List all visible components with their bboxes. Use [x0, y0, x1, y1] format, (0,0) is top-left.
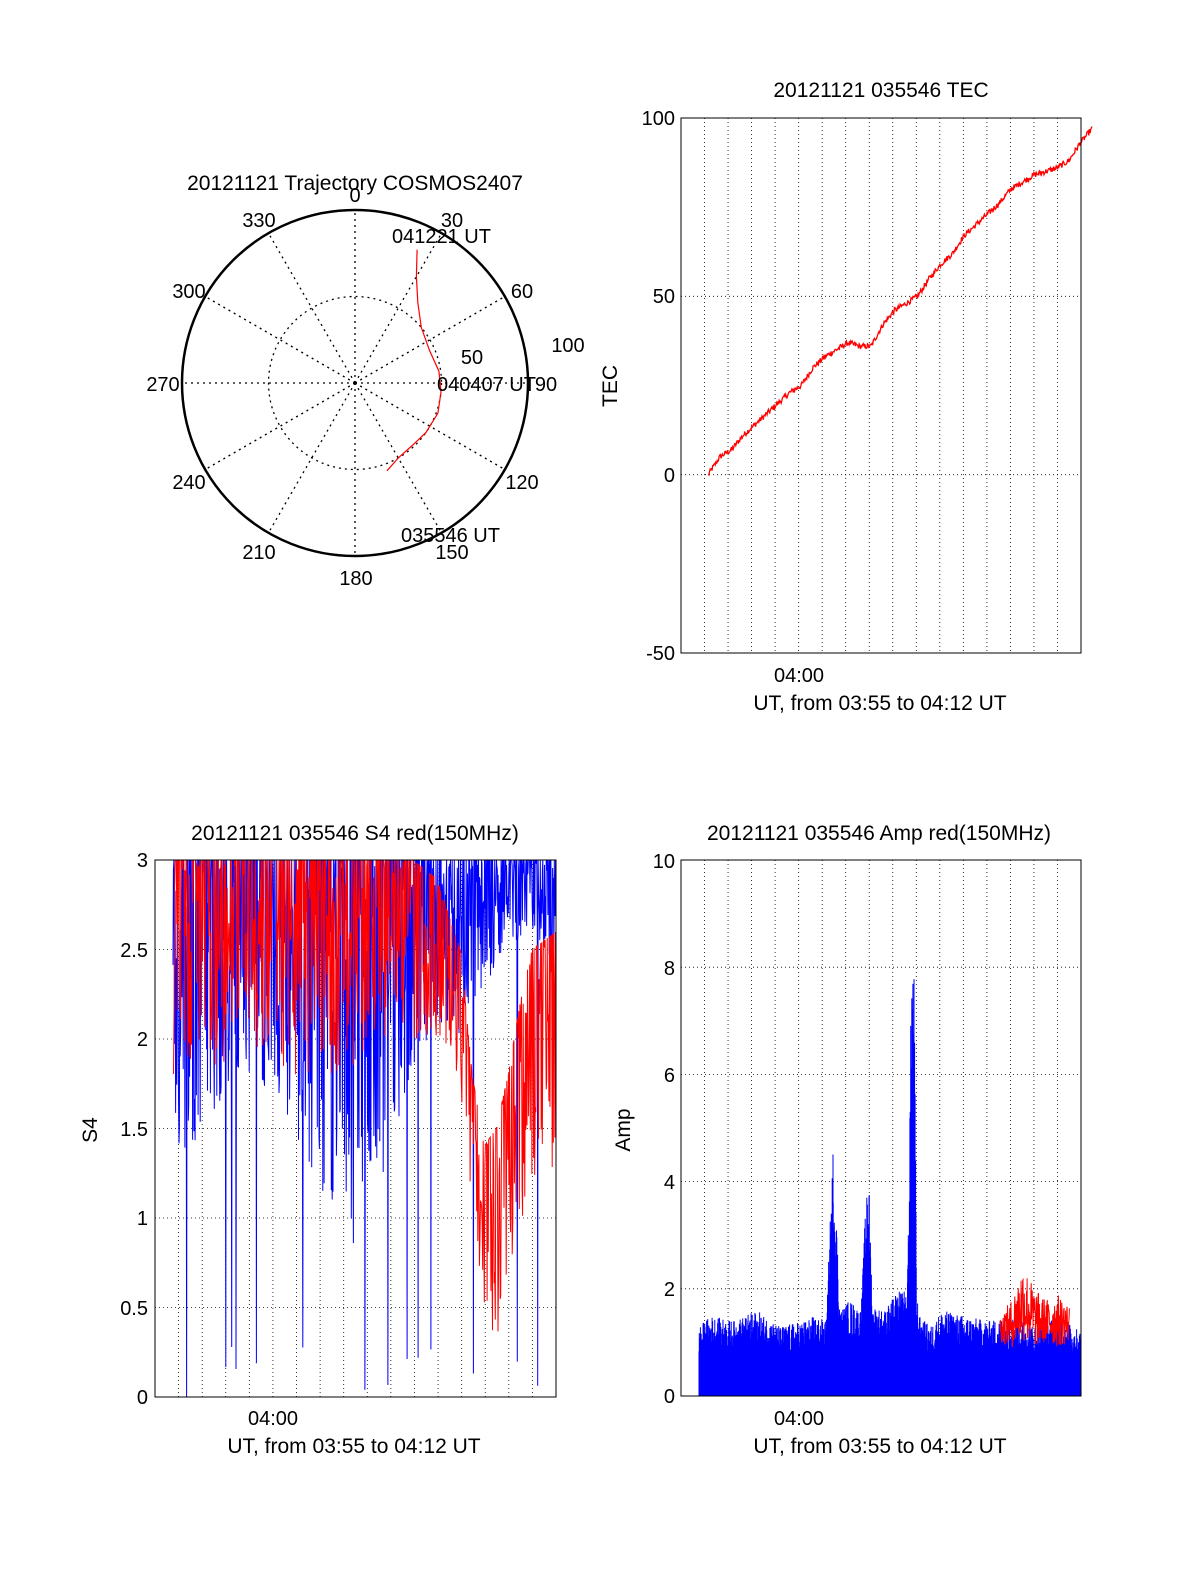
s4-ytick-0: 0 — [137, 1387, 148, 1409]
tec-xtick-0400: 04:00 — [774, 665, 824, 687]
amp-ytick-10: 10 — [653, 851, 675, 873]
tec-title: 20121121 035546 TEC — [773, 79, 988, 102]
azimuth-label-120: 120 — [505, 472, 538, 494]
azimuth-label-270: 270 — [146, 374, 179, 396]
amp-title: 20121121 035546 Amp red(150MHz) — [707, 822, 1051, 845]
s4-plot-frame — [154, 859, 557, 1398]
amp-grid — [681, 860, 1081, 1396]
amp-xtick-0400: 04:00 — [774, 1408, 824, 1430]
amp-ytick-4: 4 — [664, 1172, 675, 1194]
amp-ytick-8: 8 — [664, 958, 675, 980]
s4-ytick-1.5: 1.5 — [120, 1119, 148, 1141]
polar-grid — [182, 210, 528, 556]
polar-spoke — [204, 382, 356, 471]
annotation-end-time: 041221 UT — [392, 226, 491, 248]
polar-spoke — [354, 232, 443, 384]
tec-ytick-neg50: -50 — [646, 643, 675, 665]
polar-spoke — [354, 382, 506, 471]
annotation-mid-time: 040407 UT — [437, 374, 536, 396]
tec-ytick-0: 0 — [664, 465, 675, 487]
s4-ytick-1: 1 — [137, 1208, 148, 1230]
azimuth-label-240: 240 — [172, 472, 205, 494]
tec-panel: 20121121 035546 TEC -50 0 50 100 04:00 U… — [599, 79, 1093, 715]
azimuth-label-180: 180 — [339, 568, 372, 590]
amp-ytick-0: 0 — [664, 1386, 675, 1408]
amp-xlabel: UT, from 03:55 to 04:12 UT — [753, 1435, 1006, 1458]
polar-spoke — [267, 232, 356, 384]
amp-ytick-6: 6 — [664, 1065, 675, 1087]
polar-outer-circle — [180, 208, 530, 558]
amp-ytick-2: 2 — [664, 1279, 675, 1301]
s4-ylabel: S4 — [79, 1117, 102, 1143]
polar-spoke — [204, 295, 356, 384]
amp-blue-series — [698, 979, 1082, 1396]
radial-label-100: 100 — [551, 335, 584, 357]
tec-series-line — [707, 126, 1093, 477]
polar-spoke — [267, 382, 356, 534]
amp-panel: 20121121 035546 Amp red(150MHz) 0 2 4 6 … — [612, 822, 1082, 1458]
polar-trajectory-panel: 20121121 Trajectory COSMOS2407 0 30 60 9… — [146, 172, 584, 590]
azimuth-label-0: 0 — [349, 185, 360, 207]
amp-ylabel: Amp — [612, 1108, 635, 1151]
radial-label-50: 50 — [461, 347, 483, 369]
azimuth-label-90: 90 — [535, 374, 557, 396]
s4-title: 20121121 035546 S4 red(150MHz) — [191, 822, 519, 845]
s4-red-series — [172, 859, 557, 1332]
s4-xtick-0400: 04:00 — [248, 1408, 298, 1430]
amp-red-series — [999, 1277, 1070, 1347]
polar-spoke — [354, 295, 506, 384]
azimuth-label-60: 60 — [511, 281, 533, 303]
tec-xlabel: UT, from 03:55 to 04:12 UT — [753, 692, 1006, 715]
s4-xlabel: UT, from 03:55 to 04:12 UT — [227, 1435, 480, 1458]
tec-ytick-100: 100 — [642, 108, 675, 130]
azimuth-label-30: 30 — [441, 210, 463, 232]
polar-radial-ring — [267, 295, 443, 471]
polar-title: 20121121 Trajectory COSMOS2407 — [187, 172, 523, 195]
tec-grid — [681, 118, 1081, 653]
s4-ytick-3: 3 — [137, 850, 148, 872]
azimuth-label-330: 330 — [242, 210, 275, 232]
amp-plot-frame — [680, 859, 1082, 1397]
tec-plot-frame — [680, 117, 1082, 654]
s4-panel: 20121121 035546 S4 red(150MHz) 0 0.5 1 1… — [79, 822, 557, 1458]
azimuth-label-210: 210 — [242, 542, 275, 564]
trajectory-line — [386, 249, 442, 472]
annotation-start-time: 035546 UT — [401, 525, 500, 547]
s4-ytick-0.5: 0.5 — [120, 1298, 148, 1320]
tec-ytick-50: 50 — [653, 286, 675, 308]
polar-spoke — [354, 382, 443, 534]
s4-ytick-2: 2 — [137, 1029, 148, 1051]
azimuth-label-150: 150 — [435, 542, 468, 564]
tec-ylabel: TEC — [599, 365, 622, 407]
azimuth-label-300: 300 — [172, 281, 205, 303]
s4-ytick-2.5: 2.5 — [120, 940, 148, 962]
